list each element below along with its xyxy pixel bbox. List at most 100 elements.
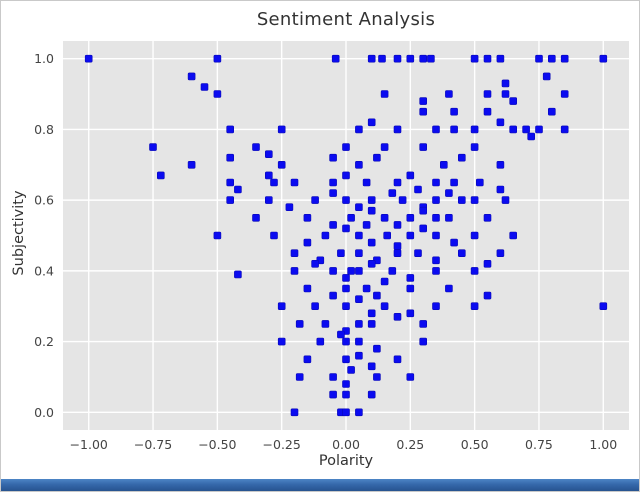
x-tick-label: 0.00 [332,437,360,452]
data-point [457,153,466,162]
data-point [378,54,386,63]
data-point [367,118,376,127]
data-point [509,97,518,105]
data-point [445,214,453,222]
data-point [355,125,363,134]
data-point [432,196,440,204]
data-point [337,330,345,339]
data-point [295,373,304,381]
data-point [419,143,428,151]
data-point [373,373,381,381]
data-point [362,178,371,187]
data-point [355,320,363,328]
data-point [406,214,415,222]
x-tick-label: 0.75 [525,437,553,452]
data-point [535,125,543,134]
data-point [470,302,479,311]
data-point [483,259,492,268]
data-point [432,214,440,222]
data-point [496,185,505,194]
data-point [470,125,479,134]
data-point [342,171,350,180]
chart-title: Sentiment Analysis [256,9,436,30]
data-point [432,256,440,265]
data-point [252,143,260,151]
data-point [342,284,350,293]
data-point [285,203,294,211]
data-point [496,118,505,127]
y-tick-label: 0.4 [34,263,54,278]
data-point [419,224,428,233]
x-tick-label: 0.25 [396,437,424,452]
data-point [380,302,389,311]
data-point [290,408,299,417]
data-point [149,143,157,151]
data-point [393,312,402,321]
data-point [406,171,415,180]
data-point [342,143,350,151]
data-point [470,143,479,151]
data-point [542,72,551,81]
data-point [329,291,337,300]
data-point [406,284,415,293]
data-point [483,291,492,300]
data-point [355,231,363,240]
data-point [213,54,222,63]
data-point [427,54,435,63]
data-point [432,302,440,311]
data-point [226,178,234,187]
data-point [373,291,381,300]
data-point [303,238,312,247]
x-tick-label: 0.50 [461,437,489,452]
data-point [303,284,312,293]
x-tick-label: −0.25 [263,437,301,452]
data-point [373,344,381,353]
data-point [419,107,428,116]
data-point [226,125,234,134]
data-point [509,231,518,240]
data-point [355,203,363,211]
data-point [496,54,505,63]
data-point [277,161,286,169]
data-point [367,320,376,328]
data-point [157,171,165,180]
data-point [393,249,402,257]
data-point [252,214,260,222]
data-point [457,249,466,257]
data-point [380,143,389,151]
y-tick-label: 0.0 [34,405,54,420]
data-point [501,79,510,88]
data-point [187,72,196,81]
data-point [432,267,440,275]
data-point [290,178,299,187]
data-point [419,54,428,63]
data-point [342,302,350,311]
x-tick-label: −0.75 [134,437,172,452]
data-point [393,355,402,364]
data-point [355,408,363,417]
data-point [470,54,479,63]
data-point [342,355,350,364]
data-point [362,284,371,293]
data-point [450,178,458,187]
data-point [393,54,402,63]
x-axis-label: Polarity [318,453,374,469]
data-point [599,54,608,63]
data-point [535,54,543,63]
data-point [355,337,363,346]
data-point [316,337,325,346]
data-point [414,185,422,194]
data-point [187,161,196,169]
data-point [599,302,608,311]
data-point [311,259,319,268]
data-point [483,54,492,63]
data-point [342,196,350,204]
data-point [432,231,440,240]
data-point [355,161,363,169]
data-point [393,242,402,250]
data-point [470,196,479,204]
data-point [355,351,363,360]
x-tick-labels: −1.00 −0.75 −0.50 −0.25 0.00 0.25 0.50 0.75 1.00 [70,437,618,452]
data-point [383,231,392,240]
